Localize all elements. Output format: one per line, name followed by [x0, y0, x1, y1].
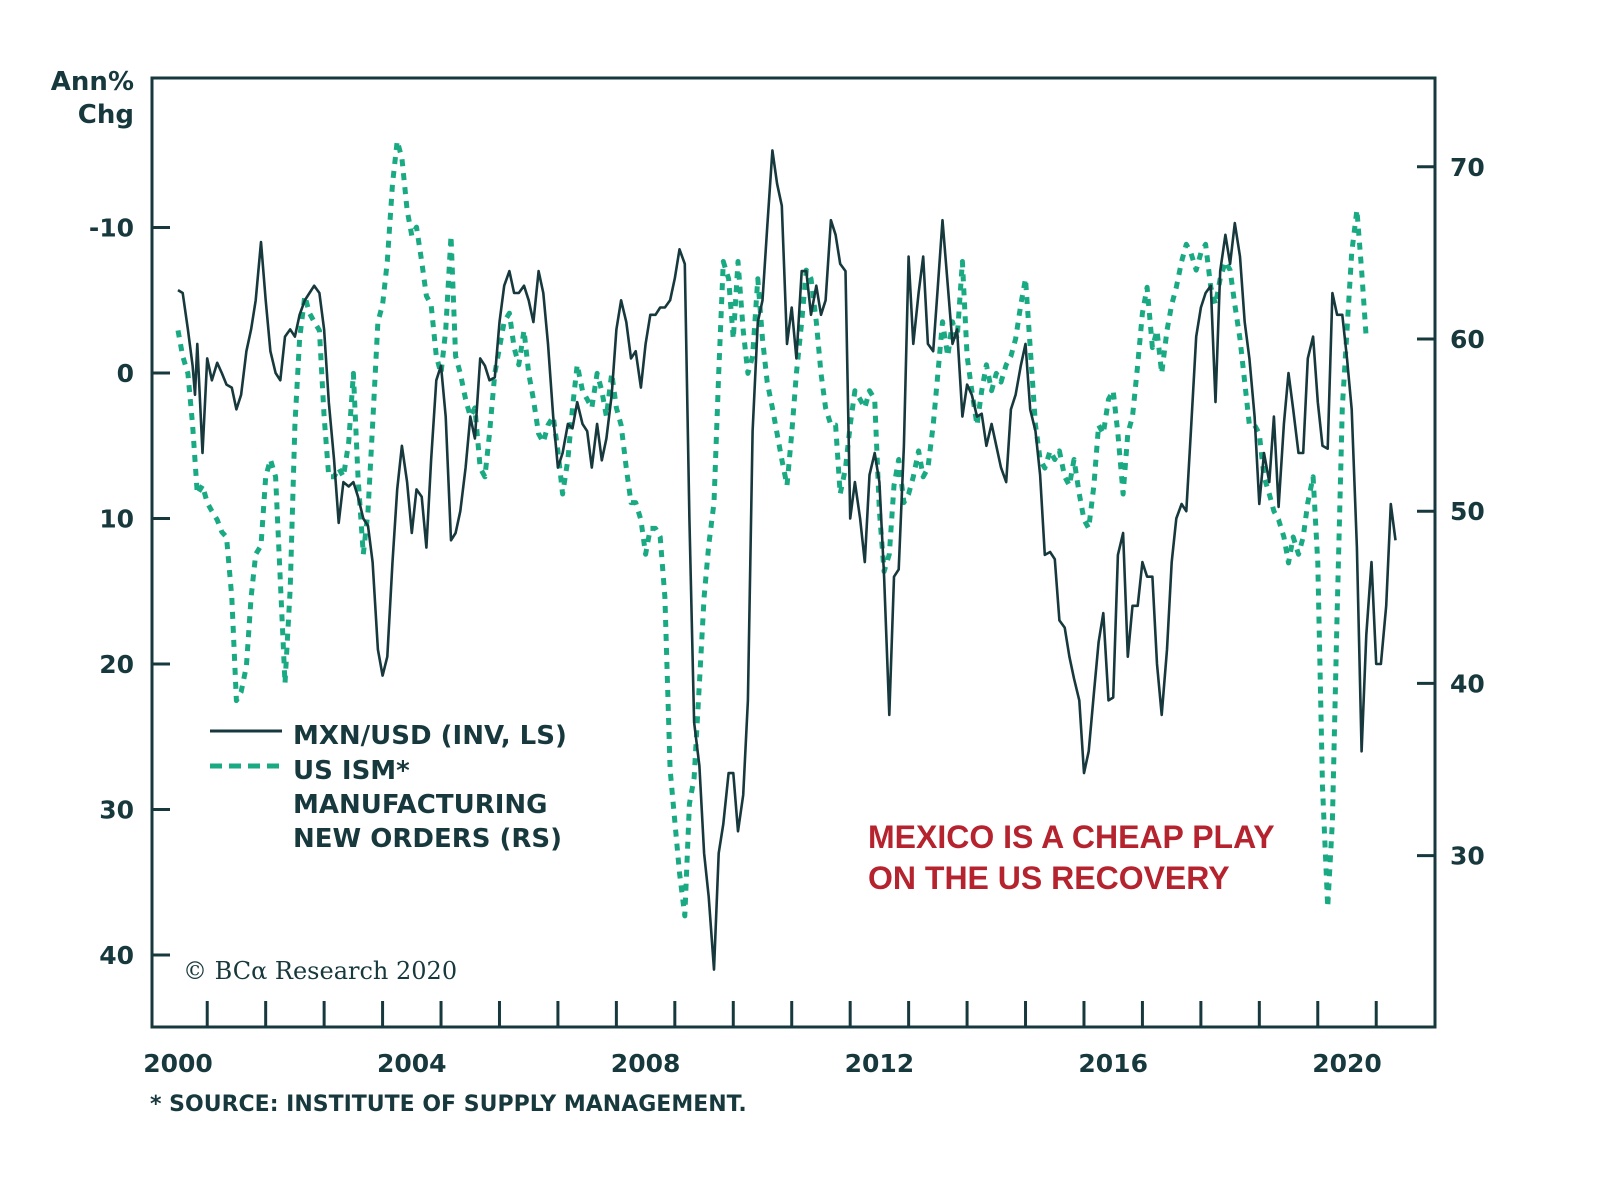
legend-label-us-ism-line-1: US ISM*	[293, 756, 410, 786]
left-axis-tick-label: 0	[117, 359, 134, 388]
annotation-line-2: ON THE US RECOVERY	[868, 860, 1230, 896]
series-line-us-ism	[175, 138, 1369, 919]
right-axis-tick-label: 60	[1450, 325, 1485, 354]
legend-label-us-ism-line-2: MANUFACTURING	[293, 790, 548, 820]
x-axis-tick-label: 2008	[611, 1049, 681, 1078]
left-axis-tick-label: 10	[99, 505, 134, 534]
left-axis-tick-label: 30	[99, 796, 134, 825]
plot-frame	[150, 76, 1437, 1029]
left-axis: -10 0 10 20 30 40	[89, 214, 170, 970]
right-axis-tick-label: 70	[1450, 153, 1485, 182]
legend: MXN/USD (INV, LS) US ISM* MANUFACTURING …	[210, 721, 567, 854]
x-axis-tick-label: 2016	[1078, 1049, 1148, 1078]
left-axis-tick-label: 20	[99, 650, 134, 679]
series-layer	[175, 138, 1397, 971]
right-axis-tick-label: 50	[1450, 497, 1485, 526]
left-axis-title-line-2: Chg	[78, 100, 134, 130]
x-axis-tick-label: 2000	[143, 1049, 213, 1078]
annotation-line-1: MEXICO IS A CHEAP PLAY	[868, 819, 1275, 855]
x-axis: 2000 2004 2008 2012 2016 2020	[143, 1001, 1382, 1078]
source-footnote: * SOURCE: INSTITUTE OF SUPPLY MANAGEMENT…	[150, 1092, 747, 1117]
copyright-notice: © BCα Research 2020	[183, 957, 457, 985]
right-axis-tick-label: 40	[1450, 669, 1485, 698]
left-axis-tick-label: 40	[99, 941, 134, 970]
x-axis-tick-label: 2004	[377, 1049, 447, 1078]
series-line-mxn-usd	[177, 149, 1397, 971]
x-axis-tick-label: 2020	[1312, 1049, 1382, 1078]
left-axis-tick-label: -10	[89, 214, 134, 243]
legend-label-mxn-usd: MXN/USD (INV, LS)	[293, 721, 567, 751]
right-axis-tick-label: 30	[1450, 842, 1485, 871]
legend-label-us-ism-line-3: NEW ORDERS (RS)	[293, 824, 562, 854]
left-axis-title-line-1: Ann%	[51, 67, 134, 97]
x-axis-tick-label: 2012	[845, 1049, 915, 1078]
right-axis: 30 40 50 60 70	[1417, 153, 1485, 871]
